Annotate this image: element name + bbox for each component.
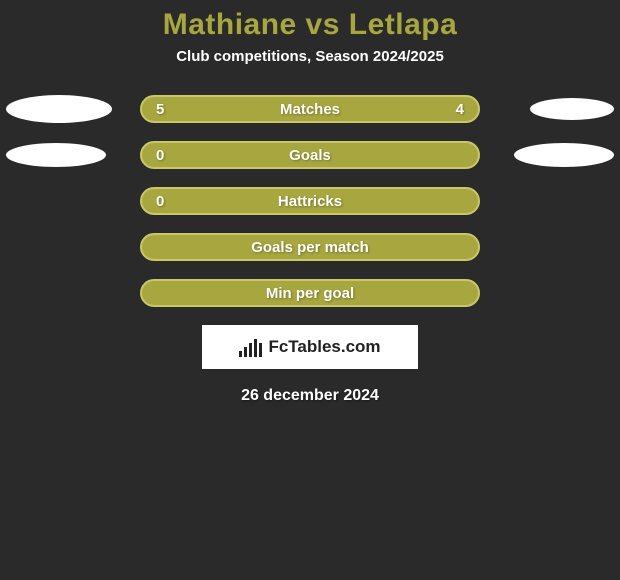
stat-label: Hattricks xyxy=(278,193,342,210)
logo-bar xyxy=(254,339,257,357)
ellipse-icon xyxy=(530,98,614,120)
stats-card: Mathiane vs Letlapa Club competitions, S… xyxy=(0,0,620,405)
stat-row: 0 Goals xyxy=(0,141,620,169)
logo-bar xyxy=(244,347,247,357)
date-label: 26 december 2024 xyxy=(0,387,620,405)
stat-value-left: 0 xyxy=(156,147,164,164)
left-indicator-slot xyxy=(0,143,140,167)
left-indicator-slot xyxy=(0,95,140,123)
subtitle: Club competitions, Season 2024/2025 xyxy=(0,48,620,65)
stat-value-right: 4 xyxy=(456,101,464,118)
logo-text: FcTables.com xyxy=(268,337,380,357)
ellipse-icon xyxy=(6,95,112,123)
stat-label: Matches xyxy=(280,101,340,118)
stat-bar: 0 Hattricks xyxy=(140,187,480,215)
stat-row: Goals per match xyxy=(0,233,620,261)
right-indicator-slot xyxy=(480,98,620,120)
logo-bar xyxy=(239,351,242,357)
logo-bar xyxy=(249,343,252,357)
stat-bar: Min per goal xyxy=(140,279,480,307)
stat-bar: 5 Matches 4 xyxy=(140,95,480,123)
logo-chart-icon xyxy=(239,337,262,357)
stat-label: Goals xyxy=(289,147,331,164)
stat-bar: 0 Goals xyxy=(140,141,480,169)
stat-value-left: 5 xyxy=(156,101,164,118)
ellipse-icon xyxy=(6,143,106,167)
ellipse-icon xyxy=(514,143,614,167)
stat-label: Min per goal xyxy=(266,285,354,302)
stat-value-left: 0 xyxy=(156,193,164,210)
stat-row: 0 Hattricks xyxy=(0,187,620,215)
fctables-logo: FcTables.com xyxy=(202,325,418,369)
right-indicator-slot xyxy=(480,143,620,167)
stat-row: Min per goal xyxy=(0,279,620,307)
stat-row: 5 Matches 4 xyxy=(0,95,620,123)
stat-label: Goals per match xyxy=(251,239,369,256)
page-title: Mathiane vs Letlapa xyxy=(0,8,620,42)
stat-bar: Goals per match xyxy=(140,233,480,261)
stat-rows: 5 Matches 4 0 Goals 0 Hattricks Goals per match… xyxy=(0,95,620,307)
logo-bar xyxy=(259,343,262,357)
